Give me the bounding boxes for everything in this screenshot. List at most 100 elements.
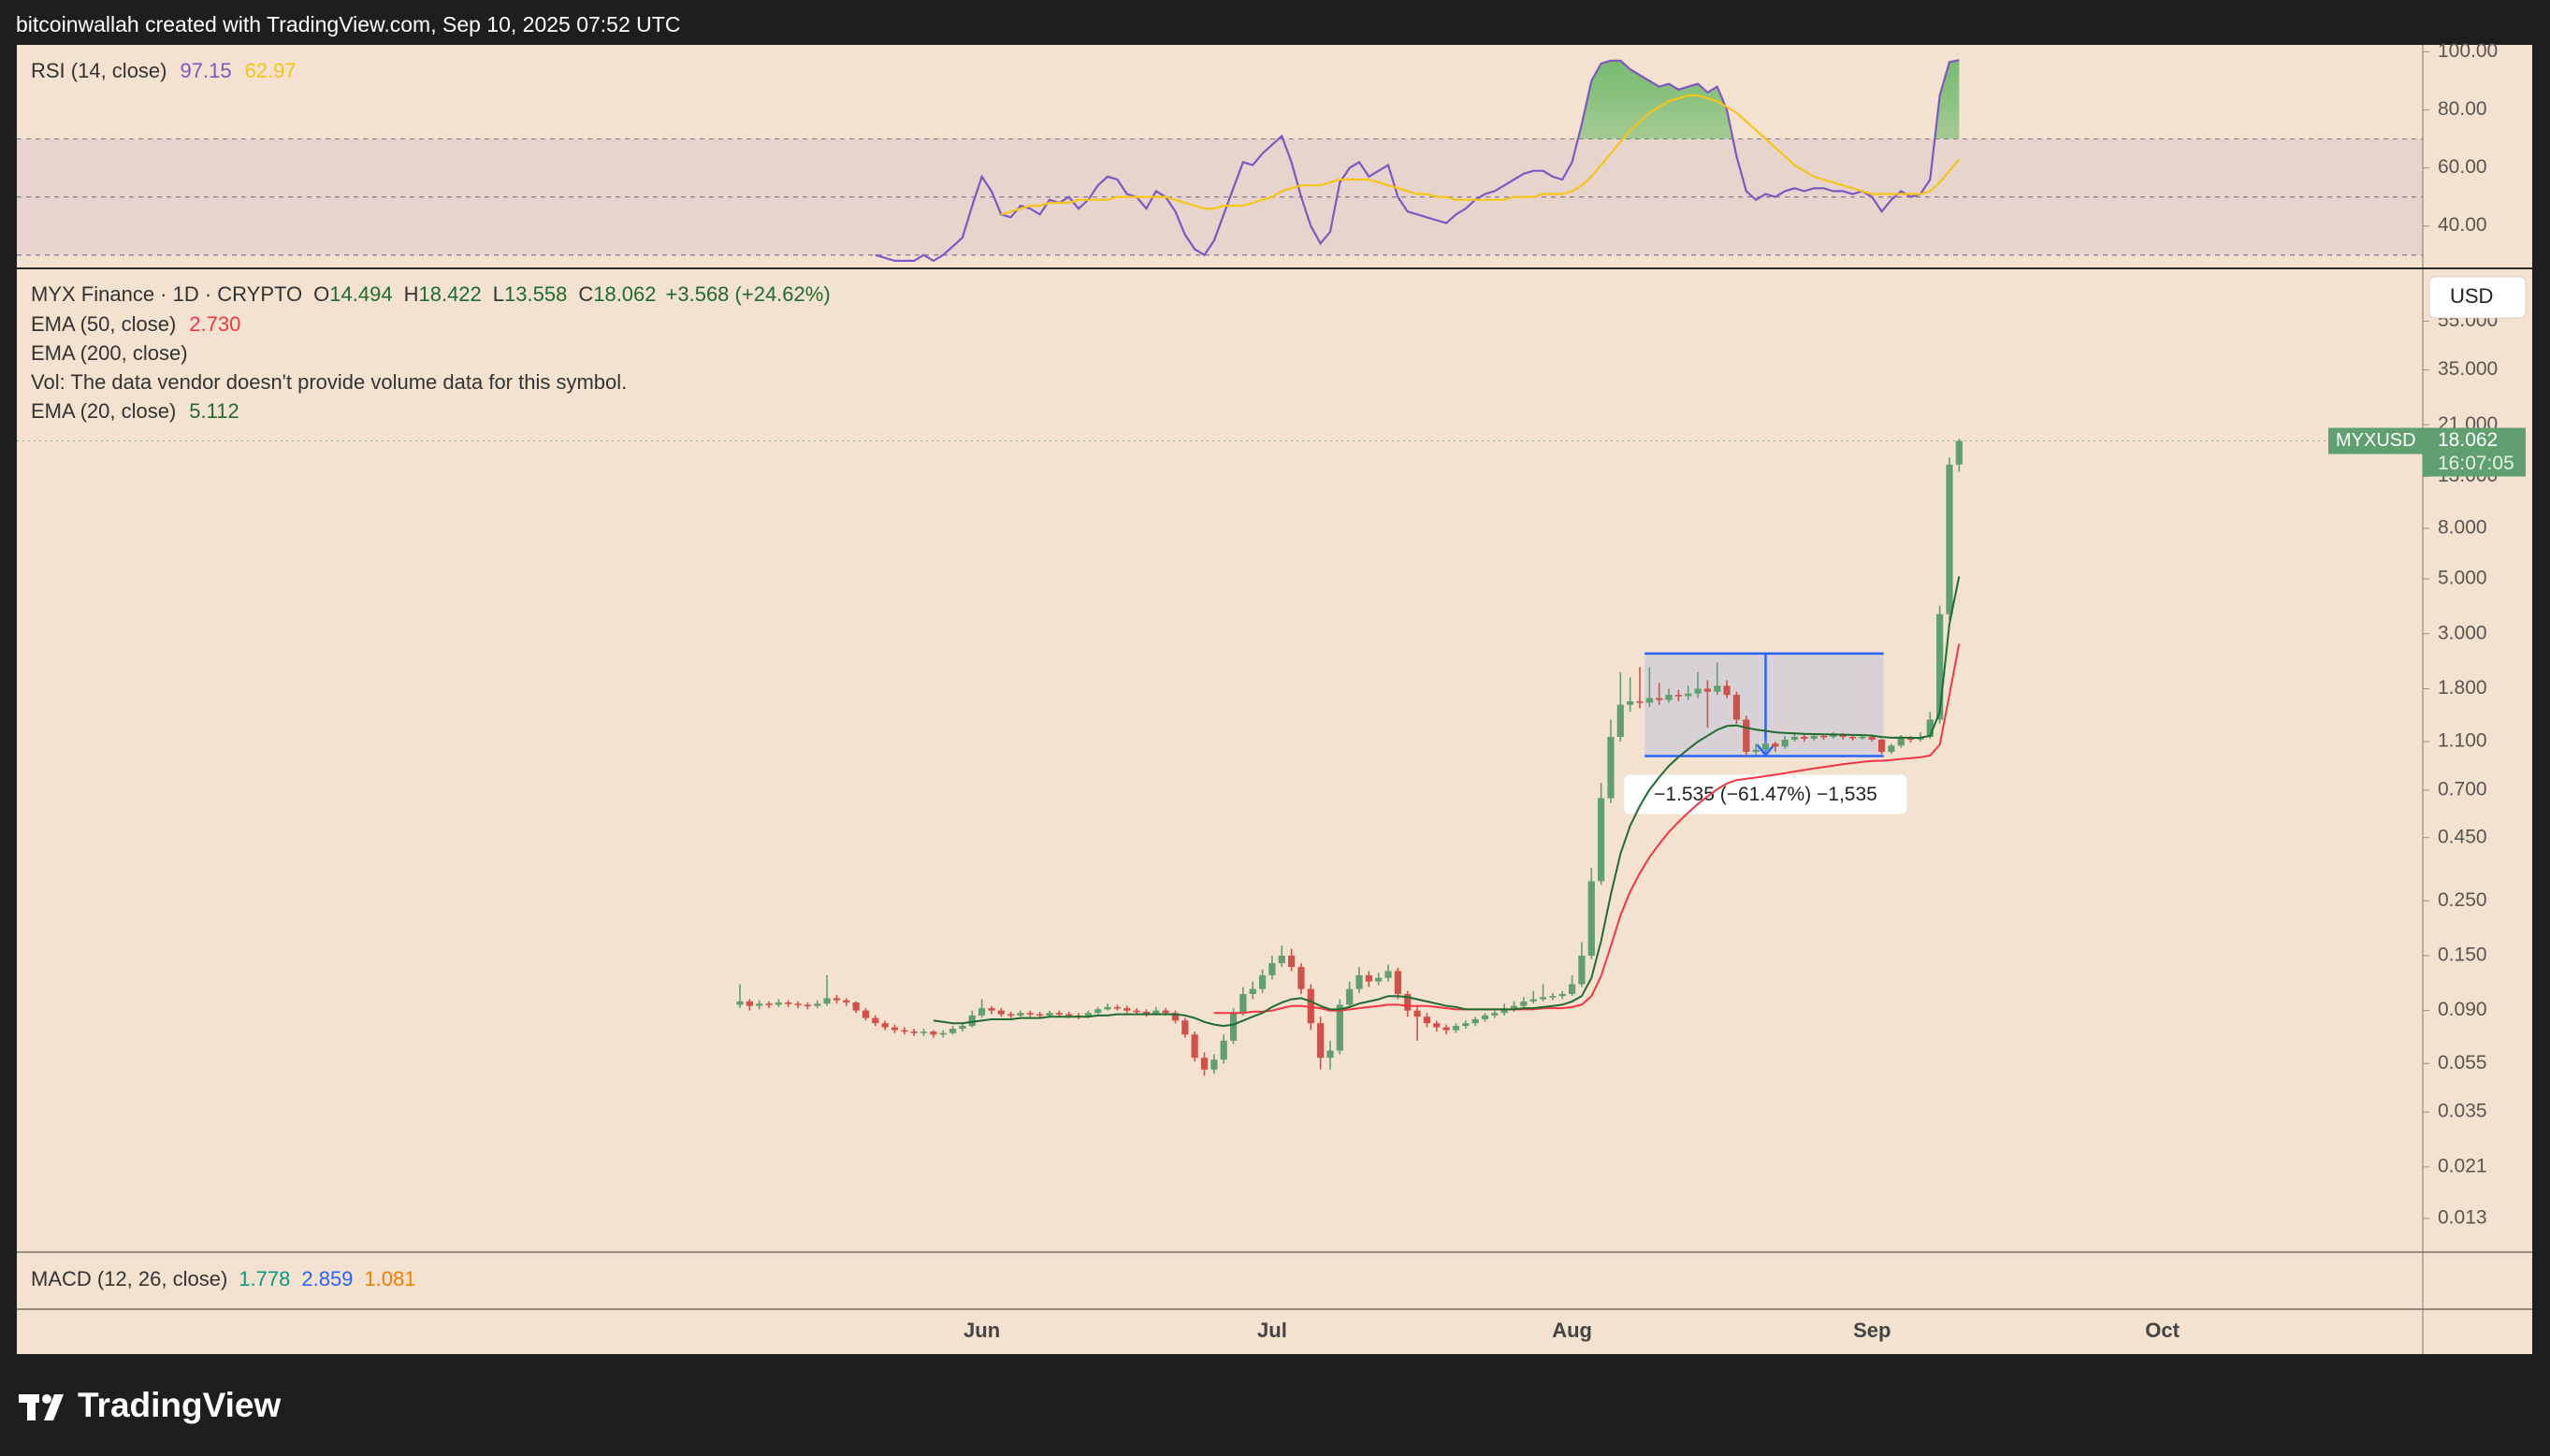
currency-button — [2428, 276, 2527, 319]
candle-body — [843, 1000, 850, 1003]
candle-body — [1084, 1013, 1092, 1017]
candle-body — [1288, 955, 1296, 968]
candle-body — [1897, 736, 1905, 746]
candle-body — [1587, 881, 1595, 956]
countdown: 16:07:05 — [2438, 453, 2514, 474]
candle-body — [1491, 1013, 1499, 1016]
brand-name: TradingView — [78, 1386, 281, 1424]
candle-body — [1578, 955, 1586, 985]
rsi-pane — [17, 59, 2423, 263]
candle-body — [1859, 736, 1866, 739]
candle-body — [930, 1031, 937, 1035]
candle-body — [1171, 1013, 1180, 1021]
candle-body — [1220, 1040, 1227, 1060]
candle-body — [1946, 464, 1953, 614]
candle-body — [1868, 736, 1876, 740]
candle-body — [1714, 685, 1721, 692]
rsi-value: 62.97 — [245, 59, 297, 82]
rsi-legend: RSI (14, close) 97.15 62.97 — [31, 59, 297, 82]
x-tick-label: Aug — [1552, 1319, 1592, 1342]
measure-arrowhead — [1756, 743, 1775, 757]
candle-body — [1627, 701, 1634, 705]
candle-body — [1558, 993, 1566, 997]
candle-body — [1384, 971, 1392, 978]
macd-value: 1.778 — [239, 1267, 290, 1290]
candle-body — [1017, 1013, 1024, 1016]
candle-body — [1830, 734, 1837, 737]
candle-body — [1297, 967, 1305, 989]
candle-body — [1636, 701, 1644, 703]
candle-body — [997, 1010, 1005, 1015]
symbol-tag-label: MYXUSD — [2336, 430, 2416, 451]
candle-body — [1665, 695, 1673, 700]
candle-body — [1210, 1060, 1218, 1070]
macd-legend: MACD (12, 26, close) 1.778 2.859 1.081 — [31, 1267, 415, 1290]
rsi-overbought-fill — [875, 60, 1960, 139]
x-tick-label: Oct — [2145, 1319, 2180, 1342]
candle-body — [1229, 1013, 1238, 1041]
candle-body — [1355, 974, 1363, 989]
candle-body — [920, 1031, 928, 1033]
y-tick-label: 0.035 — [2438, 1101, 2487, 1122]
change-value: +3.568 (+24.62%) — [666, 282, 831, 306]
candle-body — [1239, 993, 1247, 1014]
candle-body — [978, 1008, 986, 1016]
candle-body — [756, 1003, 763, 1006]
candle-body — [1781, 739, 1789, 747]
candle-body — [775, 1002, 782, 1005]
candle-body — [1955, 440, 1963, 465]
x-tick-label: Jul — [1257, 1319, 1287, 1342]
candle-body — [1413, 1010, 1421, 1017]
candle-body — [939, 1032, 947, 1035]
candle-body — [1645, 698, 1653, 703]
candle-body — [1549, 996, 1557, 998]
candle-body — [1471, 1018, 1479, 1024]
ohlc-value: 13.558 — [504, 282, 567, 306]
candle-body — [1452, 1026, 1460, 1031]
indicator-value: 2.730 — [189, 312, 240, 336]
candle-body — [1026, 1013, 1034, 1015]
candle-body — [988, 1008, 995, 1011]
candle-body — [1442, 1027, 1450, 1031]
macd-value: 2.859 — [301, 1267, 353, 1290]
y-tick-label: 0.090 — [2438, 999, 2487, 1020]
candle-body — [804, 1004, 812, 1007]
rsi-band — [17, 138, 2423, 255]
rsi-value: 97.15 — [181, 59, 232, 82]
y-tick-label: 8.000 — [2438, 517, 2487, 539]
chart-background — [17, 45, 2532, 1354]
candle-body — [1181, 1020, 1189, 1035]
price-pane: −1.535 (−61.47%) −1,535 — [17, 439, 2423, 1076]
y-tick-label: 0.150 — [2438, 944, 2487, 966]
candle-body — [1520, 1001, 1528, 1006]
candle-body — [1529, 999, 1537, 1002]
indicator-name: EMA (200, close) — [31, 341, 188, 365]
price-tag — [2423, 427, 2526, 477]
candle-body — [901, 1030, 908, 1032]
candle-body — [1752, 749, 1760, 753]
candle-body — [1065, 1014, 1073, 1016]
y-tick-label: 3.000 — [2438, 622, 2487, 643]
candle-body — [1790, 736, 1799, 740]
candle-body — [765, 1003, 773, 1005]
symbol-tag — [2328, 427, 2423, 454]
indicator-name: EMA (20, close) — [31, 399, 176, 423]
price-tag-value: 18.062 — [2438, 429, 2498, 451]
x-tick-label: Sep — [1853, 1319, 1891, 1342]
candle-body — [833, 998, 841, 1001]
candle-body — [1036, 1014, 1044, 1016]
candle-body — [1258, 974, 1267, 989]
candle-body — [1423, 1016, 1431, 1024]
indicator-legend: EMA (50, close) 2.730 — [31, 312, 240, 336]
candle-body — [852, 1002, 860, 1011]
ohlc-value: 18.062 — [593, 282, 656, 306]
candle-body — [1743, 719, 1750, 753]
candle-body — [1346, 988, 1354, 1005]
candle-body — [1104, 1006, 1111, 1010]
ohlc-value: 18.422 — [418, 282, 481, 306]
candle-body — [1404, 993, 1412, 1011]
candle-body — [1510, 1005, 1518, 1010]
candle-body — [1191, 1034, 1198, 1059]
candle-body — [1539, 997, 1547, 1000]
